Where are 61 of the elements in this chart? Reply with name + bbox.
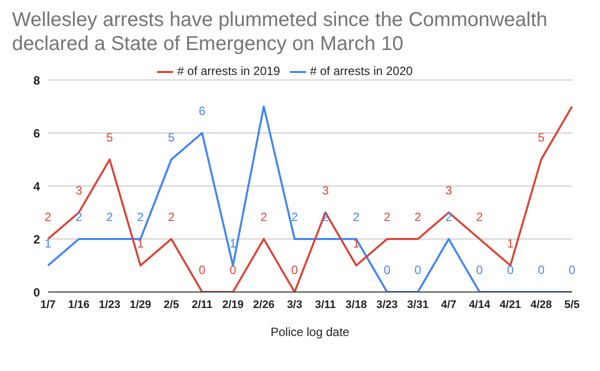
x-tick-label: 1/29: [130, 298, 152, 311]
y-tick-label: 6: [33, 126, 40, 140]
data-label: 2: [75, 210, 82, 224]
data-label: 0: [384, 263, 391, 277]
data-label: 1: [230, 236, 237, 250]
data-label: 3: [445, 184, 452, 198]
data-label: 2: [137, 210, 144, 224]
y-tick-label: 0: [33, 285, 40, 300]
data-label: 1: [44, 236, 52, 250]
data-label: 2: [260, 210, 268, 224]
x-tick-label: 4/21: [500, 298, 522, 311]
x-tick-label: 1/23: [98, 298, 120, 311]
x-tick-label: 3/18: [346, 298, 367, 311]
x-tick-label: 5/5: [564, 298, 580, 311]
x-tick-label: 2/19: [222, 298, 244, 311]
x-tick-label: 4/7: [441, 298, 456, 311]
data-label: 2: [476, 210, 484, 224]
data-label: 2: [291, 210, 298, 224]
data-label: 3: [75, 184, 82, 198]
data-label: 2: [445, 210, 452, 224]
data-label: 2: [168, 210, 175, 224]
data-label: 0: [291, 263, 298, 277]
line-series: [47, 106, 573, 292]
data-label: 5: [106, 130, 114, 144]
data-label: 2: [414, 210, 422, 224]
data-label: 0: [507, 263, 514, 277]
x-tick-label: 3/11: [315, 298, 336, 311]
data-label: 0: [476, 263, 484, 277]
data-label: 2: [106, 210, 114, 224]
data-label: 3: [322, 184, 330, 198]
x-tick-label: 4/14: [468, 298, 492, 311]
x-tick-label: 2/5: [164, 298, 179, 311]
y-tick-label: 8: [33, 73, 40, 88]
x-axis-title: Police log date: [270, 325, 350, 339]
data-label: 0: [568, 263, 576, 277]
data-label: 2: [384, 210, 391, 224]
data-label: 2: [352, 210, 360, 224]
x-tick-label: 1/7: [40, 298, 56, 311]
y-tick-label: 2: [33, 232, 40, 246]
data-label: 0: [230, 263, 237, 277]
x-tick-label: 2/11: [192, 298, 213, 311]
x-tick-label: 4/28: [530, 298, 552, 311]
chart-title: Wellesley arrests have plummeted since the Commonwealth declared a State of Emergency on March 10: [12, 8, 548, 56]
data-label: 5: [168, 130, 175, 144]
y-tick-label: 4: [33, 179, 40, 194]
data-label: 1: [352, 236, 360, 250]
legend-label: # of arrests in 2020: [310, 64, 413, 78]
x-tick-label: 3/31: [407, 298, 429, 311]
data-label: 5: [538, 130, 545, 144]
legend-label: # of arrests in 2019: [177, 64, 280, 78]
x-tick-label: 3/23: [376, 298, 398, 311]
x-tick-label: 1/16: [68, 298, 90, 311]
data-label: 2: [44, 210, 52, 224]
data-label: 1: [507, 236, 514, 250]
data-label: 0: [198, 263, 206, 277]
x-tick-label: 2/26: [253, 298, 274, 311]
data-label: 6: [198, 104, 206, 118]
x-tick-label: 3/3: [286, 298, 302, 311]
data-label: 0: [414, 263, 422, 277]
data-label: 1: [137, 236, 144, 250]
data-label: 0: [538, 263, 545, 277]
